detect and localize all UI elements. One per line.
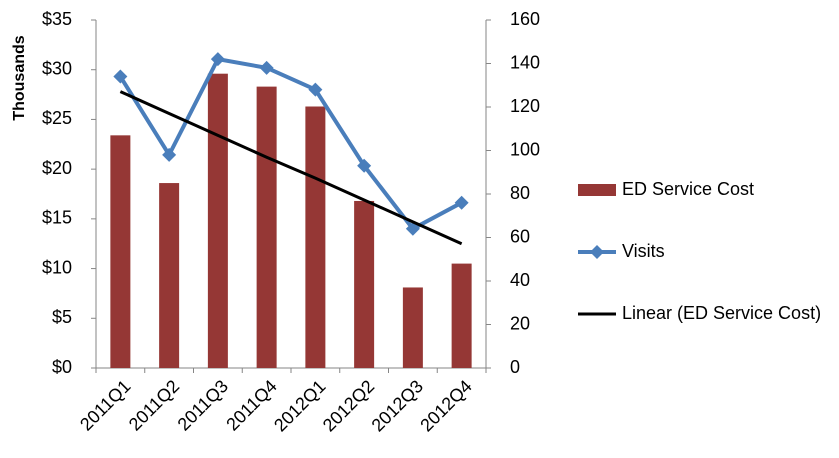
bar [256, 86, 277, 369]
marker [113, 69, 128, 84]
y2-tick-label: 140 [510, 52, 540, 72]
marker [405, 221, 420, 236]
x-tick-label: 2012Q2 [319, 376, 378, 435]
bar [110, 135, 131, 368]
y2-tick-label: 60 [510, 226, 530, 246]
x-tick-label: 2012Q4 [416, 376, 475, 435]
y2-tick-label: 0 [510, 357, 520, 377]
x-tick-label: 2011Q4 [222, 376, 280, 434]
marker [259, 60, 274, 75]
y2-tick-label: 20 [510, 313, 530, 333]
bar [354, 200, 375, 368]
y-axis-label: Thousands [11, 35, 28, 120]
legend-marker [590, 245, 604, 259]
y-tick-label: $30 [42, 58, 72, 78]
marker [210, 52, 225, 67]
legend-swatch [578, 184, 616, 196]
y-tick-label: $5 [52, 307, 72, 327]
legend-label: Linear (ED Service Cost) [622, 303, 821, 323]
marker [357, 158, 372, 173]
marker [454, 195, 469, 210]
y2-tick-label: 80 [510, 183, 530, 203]
y2-tick-label: 100 [510, 139, 540, 159]
marker [308, 82, 323, 97]
y2-tick-label: 120 [510, 96, 540, 116]
legend-label: ED Service Cost [622, 179, 754, 199]
y-tick-label: $15 [42, 208, 72, 228]
x-tick-label: 2011Q2 [125, 376, 183, 434]
y-tick-label: $35 [42, 9, 72, 29]
bar [159, 183, 180, 368]
x-tick-label: 2012Q3 [368, 376, 427, 435]
y2-tick-label: 160 [510, 9, 540, 29]
legend-label: Visits [622, 241, 665, 261]
y2-tick-label: 40 [510, 270, 530, 290]
x-tick-label: 2011Q1 [76, 376, 134, 434]
x-tick-label: 2011Q3 [174, 376, 232, 434]
bar [451, 263, 472, 368]
x-tick-label: 2012Q1 [270, 376, 329, 435]
y-tick-label: $10 [42, 257, 72, 277]
y-tick-label: $0 [52, 357, 72, 377]
bar [305, 106, 326, 368]
marker [162, 147, 177, 162]
y-tick-label: $25 [42, 108, 72, 128]
bar [402, 287, 423, 368]
y-tick-label: $20 [42, 158, 72, 178]
bar [207, 73, 228, 368]
line [119, 90, 463, 246]
